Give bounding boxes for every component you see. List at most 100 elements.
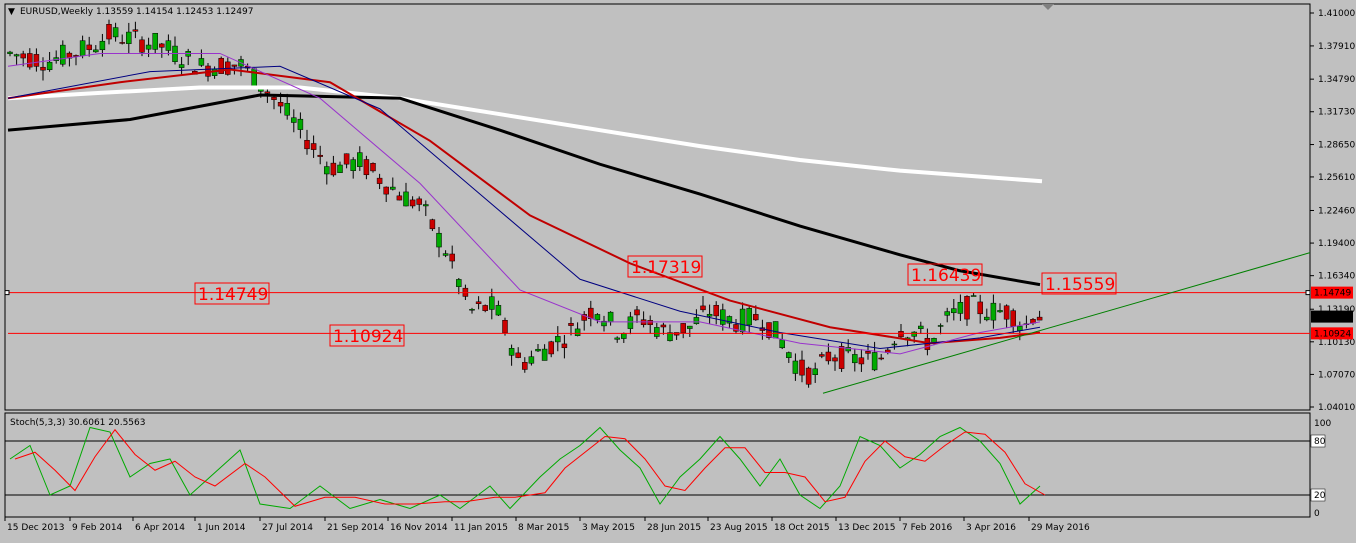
candle-body	[357, 152, 363, 167]
hline-handle-icon[interactable]	[4, 290, 10, 296]
moving-averages	[7, 52, 1043, 355]
candle-body	[898, 331, 904, 338]
trendline[interactable]	[822, 252, 1311, 394]
candle-body	[112, 27, 119, 38]
candle-body	[528, 356, 535, 364]
candle-body	[601, 320, 607, 327]
candle-body	[654, 327, 660, 337]
price-label: 1.16340	[1318, 272, 1355, 282]
date-label: 13 Dec 2015	[838, 523, 896, 533]
candle-body	[423, 204, 429, 207]
candle-body	[568, 323, 574, 326]
candle-body	[86, 44, 92, 50]
candle-body	[178, 64, 185, 68]
candle-body	[449, 253, 455, 262]
candle-body	[561, 343, 568, 349]
candle-body	[779, 339, 785, 349]
candle-body	[132, 29, 139, 32]
date-label: 29 May 2016	[1031, 523, 1090, 533]
candle-body	[310, 143, 317, 150]
candle-body	[277, 102, 284, 107]
date-label: 7 Feb 2016	[902, 523, 953, 533]
candle-body	[1036, 316, 1043, 321]
candle-body	[337, 164, 343, 173]
candle-body	[60, 44, 66, 65]
candle-body	[416, 198, 422, 205]
candle-body	[918, 325, 924, 329]
candle-body	[403, 191, 409, 207]
candle-body	[733, 324, 739, 332]
candle-body	[713, 305, 719, 317]
candle-body	[390, 186, 396, 190]
candle-body	[1010, 310, 1016, 327]
candle-body	[231, 64, 238, 67]
date-label: 11 Jan 2015	[454, 523, 508, 533]
stoch-header: Stoch(5,3,3) 30.6061 20.5563	[10, 418, 145, 428]
stoch-level-label: 80	[1314, 437, 1326, 447]
candle-body	[33, 54, 40, 67]
candle-body	[838, 346, 845, 369]
candle-body	[456, 279, 462, 287]
candle-body	[79, 40, 86, 57]
stoch-panel[interactable]	[4, 412, 1311, 518]
scroll-marker-icon[interactable]	[1042, 4, 1054, 10]
candle-body	[548, 341, 554, 355]
candle-body	[680, 323, 686, 334]
candle-body	[944, 311, 950, 316]
candle-body	[555, 336, 561, 343]
stoch-level-label: 0	[1314, 509, 1320, 519]
candle-body	[739, 308, 746, 333]
candle-body	[198, 58, 205, 66]
time-axis: 15 Dec 2013 9 Feb 2014 6 Apr 2014 1 Jun 201…	[4, 517, 1090, 533]
candle-body	[469, 308, 475, 311]
candle-body	[865, 351, 871, 354]
price-label: 1.37910	[1318, 42, 1355, 52]
candle-body	[27, 53, 33, 68]
stoch-main-line	[9, 426, 1041, 510]
annotation-level-2-box	[329, 324, 405, 347]
price-label: 1.13190	[1318, 305, 1355, 315]
candle-body	[152, 32, 158, 50]
ma-navy-line	[7, 65, 1041, 350]
candle-body	[324, 166, 330, 175]
stoch-level-tag	[1310, 434, 1326, 448]
chart-header: EURUSD,Weekly 1.13559 1.14154 1.12453 1.…	[20, 7, 253, 17]
candle-body	[291, 117, 297, 123]
ma-black-line	[7, 93, 1041, 287]
candle-body	[594, 314, 601, 321]
candle-body	[20, 53, 26, 59]
candle-body	[574, 328, 581, 336]
date-label: 1 Jun 2014	[197, 523, 246, 533]
overlay-lines: 1.14749 1.10924 1.12497 1.17319 1.16439 1.155…	[4, 252, 1353, 394]
annotation-high-2-box	[907, 263, 983, 286]
candle-body	[541, 348, 548, 361]
candle-body	[350, 159, 356, 171]
candle-body	[383, 186, 389, 195]
annotation-level-1: 1.14749	[198, 285, 268, 305]
candle-body	[970, 295, 977, 297]
hline-handle-icon[interactable]	[1305, 290, 1311, 296]
stoch-level-label: 100	[1314, 419, 1331, 429]
candle-body	[396, 195, 403, 201]
menu-glyph[interactable]: ▼	[8, 7, 15, 17]
candle-body	[772, 321, 779, 339]
candle-body	[720, 309, 726, 325]
candle-body	[40, 66, 46, 71]
main-price-axis: 1.41000 1.37910 1.34790 1.31730 1.28650 1.256…	[1310, 9, 1355, 413]
current-price-label: 1.12497	[1314, 313, 1351, 323]
date-label: 23 Aug 2015	[710, 523, 768, 533]
candle-body	[297, 118, 304, 130]
candle-body	[482, 305, 488, 311]
candle-body	[99, 40, 106, 51]
candle-body	[429, 219, 436, 230]
candle-body	[891, 343, 898, 346]
date-label: 15 Dec 2013	[7, 523, 65, 533]
ma-white-line	[7, 85, 1043, 184]
candle-body	[812, 368, 818, 375]
candle-body	[871, 352, 878, 371]
candle-body	[409, 199, 416, 207]
price-label: 1.25610	[1318, 173, 1355, 183]
annotation-high-3-box	[1041, 272, 1117, 295]
candle-body	[264, 91, 271, 94]
